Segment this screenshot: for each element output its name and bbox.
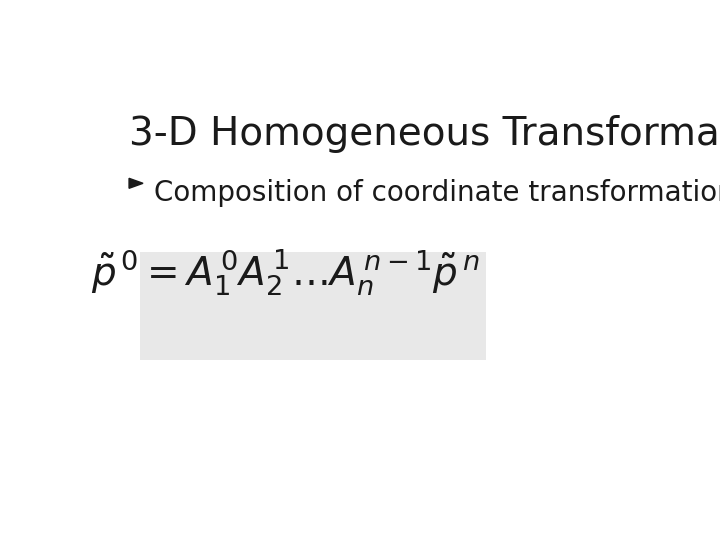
Text: $\tilde{p}^{\,0} = A_1^{\,0}A_2^{\,1}\ldots A_n^{\,n-1}\tilde{p}^{\,n}$: $\tilde{p}^{\,0} = A_1^{\,0}A_2^{\,1}\ld… xyxy=(91,247,480,298)
FancyBboxPatch shape xyxy=(140,252,486,360)
Text: Composition of coordinate transformations: Composition of coordinate transformation… xyxy=(154,179,720,207)
Text: 3-D Homogeneous Transformations: 3-D Homogeneous Transformations xyxy=(129,114,720,153)
Polygon shape xyxy=(129,178,143,188)
